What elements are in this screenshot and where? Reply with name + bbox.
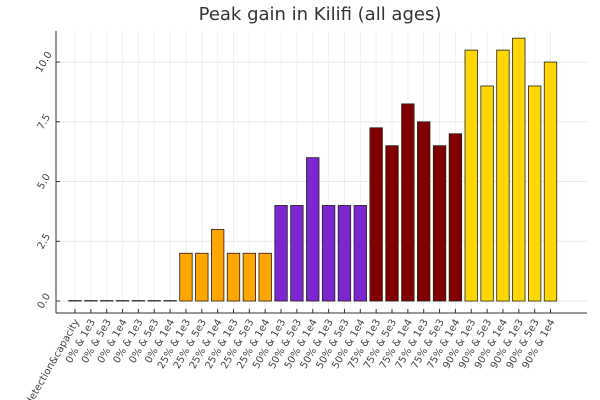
bar bbox=[195, 252, 209, 302]
bar bbox=[353, 205, 367, 302]
bar bbox=[84, 300, 98, 302]
bar bbox=[163, 300, 177, 302]
bar bbox=[528, 85, 542, 302]
bar-layer bbox=[68, 37, 558, 302]
bar bbox=[480, 85, 494, 302]
y-tick-label: 7.5 bbox=[36, 112, 53, 131]
bar bbox=[337, 205, 352, 302]
bar bbox=[512, 37, 526, 302]
bar bbox=[100, 300, 114, 302]
bar bbox=[448, 133, 463, 302]
bar bbox=[496, 49, 510, 302]
bar bbox=[417, 121, 431, 302]
bar bbox=[210, 228, 225, 302]
chart-title: Peak gain in Kilifi (all ages) bbox=[199, 4, 442, 25]
bar bbox=[321, 205, 336, 302]
y-tick-label: 2.5 bbox=[36, 232, 53, 251]
bar bbox=[115, 300, 130, 302]
bar bbox=[306, 157, 320, 302]
bar bbox=[401, 103, 415, 302]
bar bbox=[179, 252, 193, 302]
bar bbox=[226, 252, 241, 302]
bar bbox=[68, 300, 82, 302]
bar bbox=[369, 127, 383, 302]
bar bbox=[242, 252, 257, 302]
bar bbox=[258, 252, 272, 302]
bar bbox=[464, 49, 478, 302]
bar bbox=[131, 300, 146, 302]
y-tick-label: 0.0 bbox=[36, 292, 53, 311]
y-tick-label: 5.0 bbox=[36, 172, 53, 191]
bar bbox=[432, 145, 447, 302]
bar bbox=[543, 61, 558, 302]
bar bbox=[274, 205, 288, 302]
bar bbox=[290, 205, 304, 302]
bar bbox=[385, 145, 399, 302]
y-tick-label: 10.0 bbox=[34, 50, 55, 75]
bar bbox=[147, 300, 161, 302]
